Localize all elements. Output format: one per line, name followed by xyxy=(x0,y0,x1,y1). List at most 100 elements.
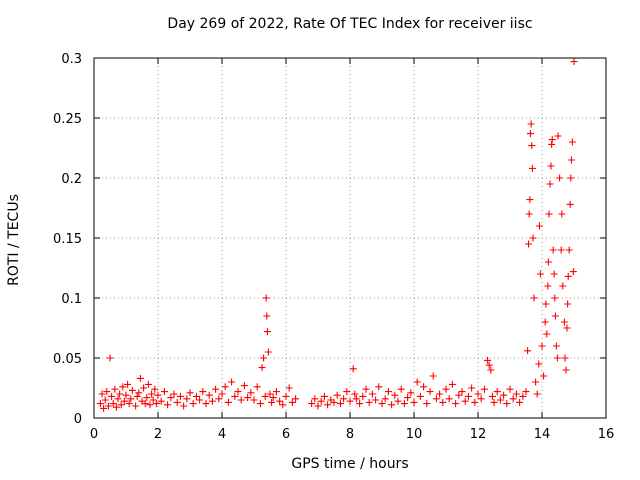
data-point xyxy=(146,401,154,409)
data-point xyxy=(154,391,162,399)
data-point xyxy=(536,270,544,278)
data-point xyxy=(263,328,271,336)
data-point xyxy=(558,210,566,218)
data-point xyxy=(215,395,223,403)
plot-frame xyxy=(93,57,607,419)
data-point xyxy=(442,385,450,393)
y-tick-label: 0.15 xyxy=(53,232,82,247)
data-point xyxy=(356,400,364,408)
data-point xyxy=(108,392,116,400)
data-point xyxy=(258,364,266,372)
data-point xyxy=(410,398,418,406)
data-point xyxy=(212,385,220,393)
data-point xyxy=(320,392,328,400)
data-point xyxy=(109,400,117,408)
data-point xyxy=(272,388,280,396)
data-point xyxy=(112,403,120,411)
data-point xyxy=(336,400,344,408)
y-tick-label: 0.2 xyxy=(61,172,82,187)
data-point xyxy=(474,390,482,398)
data-point xyxy=(221,383,229,391)
data-point xyxy=(256,400,264,408)
data-point xyxy=(176,392,184,400)
data-point xyxy=(359,392,367,400)
data-point xyxy=(564,272,572,280)
data-point xyxy=(557,246,565,254)
data-point xyxy=(528,164,536,172)
data-point xyxy=(333,391,341,399)
data-point xyxy=(423,400,431,408)
data-point xyxy=(199,388,207,396)
data-points xyxy=(96,58,578,412)
data-point xyxy=(448,380,456,388)
data-point xyxy=(484,356,492,364)
data-point xyxy=(192,392,200,400)
data-point xyxy=(477,395,485,403)
data-point xyxy=(547,162,555,170)
data-point xyxy=(261,392,269,400)
data-point xyxy=(330,398,338,406)
data-point xyxy=(240,382,248,390)
data-point xyxy=(228,378,236,386)
data-point xyxy=(314,402,322,410)
data-point xyxy=(120,397,128,405)
data-point xyxy=(413,378,421,386)
data-point xyxy=(388,401,396,409)
data-point xyxy=(550,270,558,278)
data-point xyxy=(563,324,571,332)
data-point xyxy=(381,395,389,403)
data-point xyxy=(365,398,373,406)
data-point xyxy=(218,390,226,398)
data-point xyxy=(167,394,175,402)
data-point xyxy=(152,400,160,408)
data-point xyxy=(170,390,178,398)
data-point xyxy=(111,385,119,393)
data-point xyxy=(125,400,133,408)
x-axis-label: GPS time / hours xyxy=(291,456,409,472)
x-tick-label: 12 xyxy=(470,427,487,442)
x-tick-label: 0 xyxy=(90,427,98,442)
data-point xyxy=(564,300,572,308)
data-point xyxy=(525,210,533,218)
data-point xyxy=(149,396,157,404)
x-tick-label: 8 xyxy=(346,427,354,442)
data-point xyxy=(458,388,466,396)
data-point xyxy=(372,396,380,404)
data-point xyxy=(244,394,252,402)
data-point xyxy=(375,383,383,391)
data-point xyxy=(231,392,239,400)
data-point xyxy=(292,395,300,403)
data-point xyxy=(526,130,534,138)
data-point xyxy=(551,294,559,302)
data-point xyxy=(148,390,156,398)
data-point xyxy=(346,397,354,405)
data-point xyxy=(180,402,188,410)
data-point xyxy=(436,390,444,398)
data-point xyxy=(561,354,569,362)
data-point xyxy=(285,384,293,392)
data-point xyxy=(532,378,540,386)
data-point xyxy=(362,385,370,393)
data-point xyxy=(164,401,172,409)
data-point xyxy=(205,391,213,399)
x-tick-label: 6 xyxy=(282,427,290,442)
data-point xyxy=(208,397,216,405)
data-point xyxy=(253,383,261,391)
data-point xyxy=(100,404,108,412)
data-point xyxy=(247,389,255,397)
data-point xyxy=(250,396,258,404)
x-tick-label: 10 xyxy=(406,427,423,442)
data-point xyxy=(488,392,496,400)
data-point xyxy=(98,390,106,398)
data-point xyxy=(527,120,535,128)
data-point xyxy=(391,391,399,399)
data-point xyxy=(538,342,546,350)
y-tick-label: 0.1 xyxy=(61,292,82,307)
data-point xyxy=(260,354,268,362)
data-point xyxy=(549,246,557,254)
data-point xyxy=(552,342,560,350)
data-point xyxy=(276,397,284,405)
data-point xyxy=(116,390,124,398)
data-point xyxy=(420,383,428,391)
y-tick-label: 0.3 xyxy=(61,52,82,67)
